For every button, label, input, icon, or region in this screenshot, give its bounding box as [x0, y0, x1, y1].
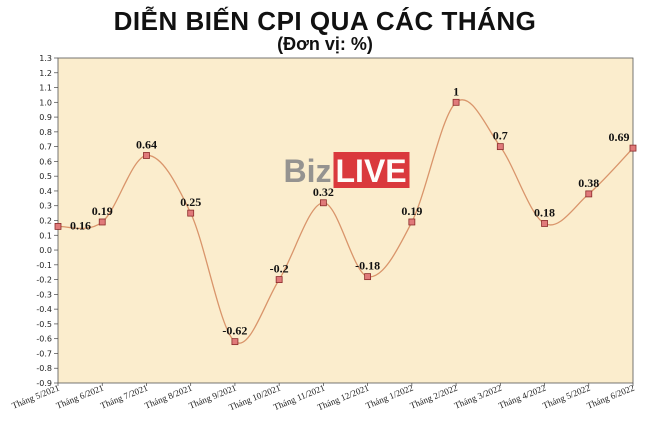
data-label: 0.32: [313, 185, 334, 199]
x-tick-label: Tháng 2/2022: [408, 383, 458, 411]
data-label: 1: [453, 84, 459, 98]
data-label: 0.64: [136, 138, 157, 152]
data-point-marker: [585, 190, 593, 198]
y-tick-label: -0.2: [36, 276, 52, 285]
x-tick-label: Tháng 6/2022: [585, 383, 635, 411]
bizlive-watermark: Biz LIVE: [284, 152, 410, 189]
x-tick-label: Tháng 1/2022: [364, 383, 414, 411]
chart-title: DIỄN BIẾN CPI QUA CÁC THÁNG: [113, 6, 537, 36]
data-point-marker: [496, 143, 504, 151]
data-label: 0.16: [70, 218, 91, 232]
data-point-marker: [231, 338, 239, 346]
watermark-live-text: LIVE: [336, 153, 407, 189]
y-tick-label: 0.5: [39, 172, 52, 181]
x-tick-label: Tháng 8/2021: [143, 383, 193, 411]
data-label: -0.62: [222, 324, 247, 338]
chart-subtitle: (Đơn vị: %): [277, 34, 373, 54]
data-point-marker: [54, 223, 62, 230]
y-tick-label: 0.1: [39, 231, 52, 240]
data-point-marker: [187, 209, 195, 217]
x-tick-label: Tháng 7/2021: [99, 383, 149, 411]
x-tick-label: Tháng 4/2022: [497, 383, 547, 411]
data-label: 0.19: [92, 204, 113, 218]
y-tick-label: -0.9: [36, 379, 52, 388]
x-tick-label: Tháng 6/2021: [55, 383, 105, 411]
watermark-live-background: [333, 152, 410, 188]
data-label: 0.7: [493, 129, 508, 143]
y-tick-label: 0.2: [39, 217, 52, 226]
y-tick-label: -0.5: [36, 320, 52, 329]
data-label: 0.38: [578, 176, 599, 190]
data-label: 0.19: [401, 204, 422, 218]
y-tick-label: 1.2: [39, 69, 52, 78]
y-tick-label: -0.4: [36, 305, 52, 314]
y-tick-label: -0.7: [36, 349, 52, 358]
x-tick-label: Tháng 5/2022: [541, 383, 591, 411]
data-point-marker: [629, 144, 637, 152]
y-tick-label: 0.6: [39, 157, 52, 166]
watermark-biz-text: Biz: [284, 153, 332, 189]
data-point-marker: [319, 199, 327, 207]
y-tick-label: 0.8: [39, 128, 52, 137]
y-tick-label: 1.3: [39, 54, 52, 63]
x-tick-label: Tháng 3/2022: [453, 383, 503, 411]
data-point-marker: [364, 273, 372, 281]
data-label: 0.69: [609, 130, 630, 144]
y-tick-label: 1.0: [39, 98, 52, 107]
data-point-marker: [541, 220, 548, 227]
data-label: -0.18: [355, 259, 380, 273]
y-tick-label: 0.4: [39, 187, 52, 196]
y-tick-label: -0.3: [36, 290, 52, 299]
y-axis: 1.3 1.2 1.1 1.0 0.9 0.8 0.7 0.6 0.5 0.4 0.3 0.2 0.1 0…: [36, 54, 58, 388]
y-tick-label: -0.8: [36, 364, 52, 373]
data-label: -0.2: [270, 262, 289, 276]
y-tick-label: 0.7: [39, 143, 52, 152]
y-tick-label: -0.6: [36, 335, 52, 344]
data-point-marker: [408, 218, 416, 226]
data-label: 0.25: [180, 195, 201, 209]
y-tick-label: 0.3: [39, 202, 52, 211]
data-labels: 0.160.190.640.25-0.62-0.20.32-0.180.1910…: [70, 84, 630, 337]
data-points: [54, 98, 637, 346]
y-tick-label: 0.0: [39, 246, 52, 255]
y-tick-label: -0.1: [36, 261, 52, 270]
cpi-series-line: [57, 99, 634, 344]
y-tick-label: 1.1: [39, 84, 52, 93]
plot-area: [57, 57, 634, 384]
data-label: 0.18: [534, 205, 555, 219]
data-point-marker: [143, 152, 150, 159]
data-point-marker: [275, 276, 283, 283]
y-tick-label: 0.9: [39, 113, 52, 122]
data-point-marker: [452, 98, 460, 106]
data-point-marker: [98, 218, 106, 226]
